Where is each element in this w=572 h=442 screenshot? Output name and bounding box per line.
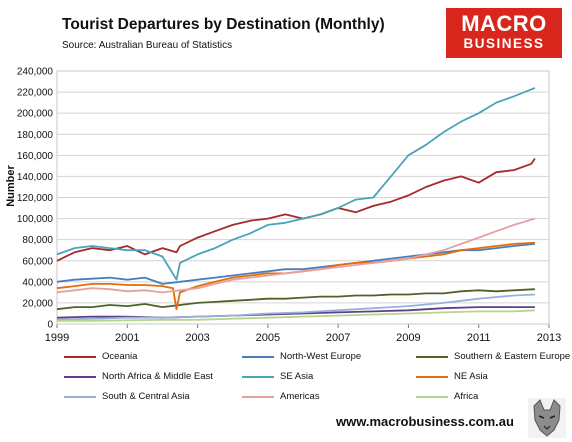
legend-label: Southern & Eastern Europe <box>454 351 571 362</box>
series-line-africa <box>57 309 535 322</box>
legend-item: Americas <box>242 391 320 402</box>
x-tick-label: 2003 <box>185 332 209 344</box>
chart-source: Source: Australian Bureau of Statistics <box>62 40 233 51</box>
legend-item: Oceania <box>64 351 137 362</box>
series-line-se-asia <box>56 87 536 281</box>
series-line-americas <box>56 217 536 294</box>
line-chart: 0 20,000 40,000 60,000 80,000 100,000 120,000 1… <box>5 67 561 345</box>
legend-label: Americas <box>280 391 320 402</box>
y-tick-label: 20,000 <box>22 298 53 309</box>
y-tick-label: 40,000 <box>22 277 53 288</box>
legend-item: South & Central Asia <box>64 391 190 402</box>
x-tick-label: 1999 <box>45 332 69 344</box>
y-tick-label: 80,000 <box>22 235 53 246</box>
legend-item: North-West Europe <box>242 351 361 362</box>
x-tick-label: 2007 <box>326 332 350 344</box>
series-line-south-central-asia <box>56 293 535 321</box>
legend-swatch <box>64 355 96 358</box>
legend-label: Africa <box>454 391 479 402</box>
x-tick-label: 2001 <box>115 332 139 344</box>
footer-website: www.macrobusiness.com.au <box>336 414 514 429</box>
x-tick-label: 2009 <box>396 332 420 344</box>
series-line-southern-eastern-europe <box>56 288 535 311</box>
chart-title: Tourist Departures by Destination (Month… <box>62 16 385 33</box>
y-axis-label: Number <box>5 165 17 207</box>
x-tick-label: 2005 <box>256 332 280 344</box>
y-tick-label: 100,000 <box>17 214 54 225</box>
chart-gridlines <box>56 70 550 328</box>
legend-label: South & Central Asia <box>102 391 190 402</box>
y-tick-label: 220,000 <box>17 88 54 99</box>
y-tick-label: 140,000 <box>17 172 54 183</box>
legend-swatch <box>416 375 448 378</box>
legend-item: Southern & Eastern Europe <box>416 351 570 362</box>
x-tick-label: 2013 <box>537 332 561 344</box>
chart-series-lines <box>56 87 536 322</box>
series-line-ne-asia <box>56 241 535 311</box>
legend-swatch <box>416 355 448 358</box>
legend-swatch <box>242 355 274 358</box>
legend-item: SE Asia <box>242 371 313 382</box>
legend-label: Oceania <box>102 351 138 362</box>
wolf-logo-icon <box>528 398 566 438</box>
y-tick-label: 200,000 <box>17 109 54 120</box>
legend-label: NE Asia <box>454 371 488 382</box>
y-tick-label: 160,000 <box>17 151 54 162</box>
plot-area-frame <box>56 70 550 325</box>
legend-swatch <box>416 395 448 398</box>
legend-item: North Africa & Middle East <box>64 371 213 382</box>
macrobusiness-logo: MACRO BUSINESS <box>446 8 562 58</box>
logo-text-bottom: BUSINESS <box>463 36 545 51</box>
y-tick-label: 60,000 <box>22 256 53 267</box>
legend-swatch <box>64 395 96 398</box>
x-tick-label: 2011 <box>467 332 491 344</box>
legend-swatch <box>242 395 274 398</box>
legend-label: North Africa & Middle East <box>102 371 213 382</box>
legend-item: NE Asia <box>416 371 488 382</box>
legend-swatch <box>242 375 274 378</box>
legend-label: North-West Europe <box>280 351 362 362</box>
legend-label: SE Asia <box>280 371 314 382</box>
legend-item: Africa <box>416 391 478 402</box>
y-tick-label: 240,000 <box>17 67 54 78</box>
y-tick-label: 0 <box>47 320 53 331</box>
series-line-north-west-europe <box>56 243 535 285</box>
legend-swatch <box>64 375 96 378</box>
logo-text-top: MACRO <box>461 11 547 36</box>
y-tick-label: 120,000 <box>17 193 54 204</box>
y-tick-label: 180,000 <box>17 130 54 141</box>
series-line-oceania <box>56 158 536 262</box>
chart-tick-labels: 0 20,000 40,000 60,000 80,000 100,000 120,000 1… <box>17 67 561 345</box>
